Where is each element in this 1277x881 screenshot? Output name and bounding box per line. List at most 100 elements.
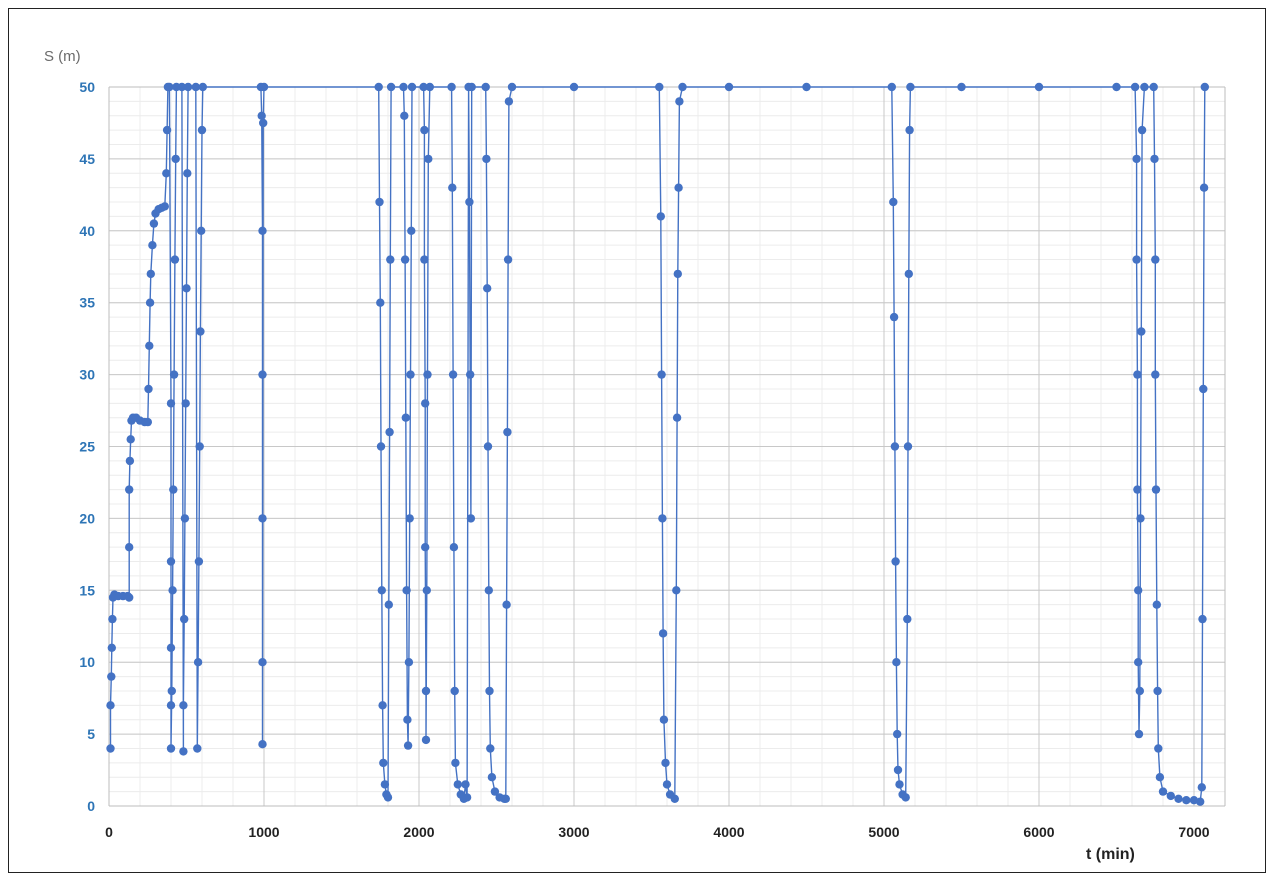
data-point [402,586,411,595]
data-point [143,417,152,427]
data-point [450,686,459,696]
data-point [483,284,492,293]
data-point [106,701,115,710]
data-point [1166,791,1176,801]
data-point [166,744,176,753]
data-point [403,715,412,724]
data-point [904,269,913,279]
data-point [503,255,513,264]
data-point [379,758,388,768]
data-point [179,701,188,710]
data-point [670,794,679,803]
data-point [400,255,410,264]
data-point [501,794,510,803]
data-point [1112,82,1121,92]
x-tick-label: 6000 [1023,824,1054,840]
data-point [1133,485,1142,494]
data-point [1135,686,1145,696]
data-point [378,701,387,710]
data-point [191,82,200,92]
data-point [461,780,470,789]
data-point [425,82,434,92]
data-point [257,111,266,121]
data-point [258,226,267,235]
y-tick-label: 25 [79,439,95,455]
data-point [107,672,116,681]
data-point [483,442,493,451]
data-point [658,629,668,638]
data-point [466,370,475,379]
data-point [887,82,896,92]
data-point [1134,729,1144,739]
data-point [1152,600,1162,609]
y-tick-label: 30 [79,367,95,383]
data-point [165,82,174,92]
y-axis-label: S (m) [44,48,81,65]
data-point [1199,183,1209,192]
data-point [467,82,476,92]
x-tick-label: 7000 [1178,824,1209,840]
data-point [177,82,187,92]
data-point [1130,82,1140,92]
data-point [490,787,500,796]
data-point [421,686,431,696]
data-point [195,442,204,451]
data-point [125,593,134,602]
data-point [380,780,390,789]
data-point [1133,370,1142,379]
data-point [106,744,115,753]
data-point [182,284,191,293]
data-point [259,118,268,128]
data-point [892,658,901,667]
data-point [507,82,517,92]
data-point [377,586,386,595]
data-point [656,212,665,221]
data-point [1155,773,1165,782]
data-point [375,197,384,207]
data-point [386,82,396,92]
data-point [171,154,180,164]
data-point [447,82,456,92]
data-point [657,370,666,379]
data-point [258,514,267,523]
data-point [486,744,495,753]
data-point [385,427,394,437]
data-point [420,125,429,135]
data-point [481,82,490,92]
data-point [421,735,431,745]
data-point [403,741,413,750]
data-point [198,82,207,92]
data-point [401,413,410,422]
data-point [1182,796,1191,805]
data-point [724,82,734,92]
data-point [258,658,267,667]
data-point [125,485,134,494]
data-point [259,82,269,92]
data-point [166,399,176,408]
data-point [655,82,664,92]
data-point [674,183,683,192]
data-point [383,793,393,802]
data-point [903,614,912,624]
data-point [183,169,192,178]
data-point [802,82,811,92]
data-point [891,557,900,566]
data-point [422,586,431,595]
data-point [675,97,684,106]
y-tick-label: 40 [79,223,95,239]
data-point [374,82,383,92]
data-point [672,586,681,595]
data-point [181,399,190,408]
data-point [1132,154,1141,164]
x-tick-label: 4000 [713,824,744,840]
data-point [672,413,682,422]
data-point [144,384,153,394]
data-point [453,780,462,789]
data-point [1151,485,1161,494]
data-point [889,312,899,322]
data-point [179,747,188,756]
y-tick-label: 15 [79,582,95,598]
y-tick-label: 35 [79,295,95,311]
data-point [1140,82,1149,92]
data-point [400,111,409,121]
